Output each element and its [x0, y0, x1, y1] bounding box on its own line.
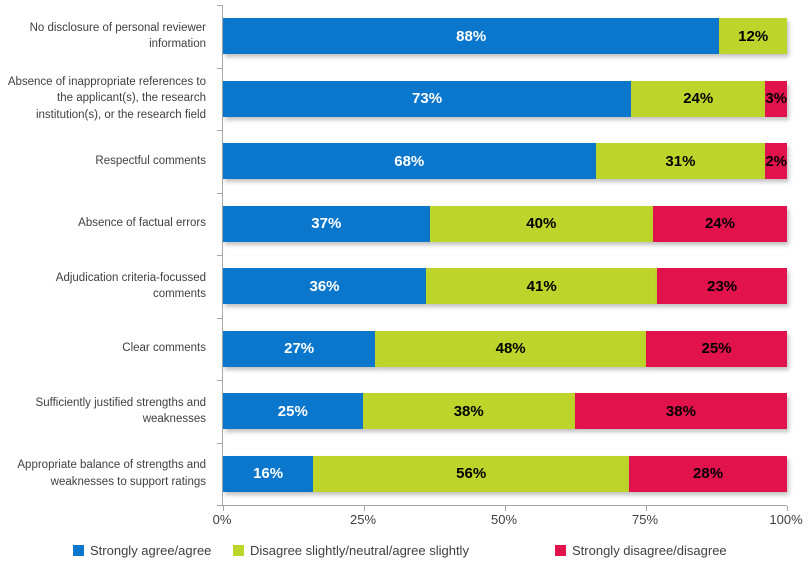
bar-segment-value: 25%	[277, 402, 308, 420]
category-label: Appropriate balance of strengths and wea…	[17, 459, 206, 488]
category-axis-labels: No disclosure of personal reviewer infor…	[0, 5, 214, 505]
legend-label: Disagree slightly/neutral/agree slightly	[250, 543, 469, 558]
y-axis-tick	[217, 317, 222, 319]
y-axis-tick	[217, 5, 222, 6]
bar-segment-value: 41%	[526, 277, 557, 295]
bar-segment-value: 25%	[701, 340, 732, 357]
x-axis-tick-label: 50%	[490, 512, 518, 527]
bar-row: 27% 48% 25%	[223, 330, 787, 367]
bar-segment: 36%	[223, 268, 427, 304]
y-axis-tick	[217, 442, 222, 444]
category-label: Adjudication criteria-focussed comments	[55, 271, 206, 301]
bar-segment-value: 24%	[683, 90, 714, 107]
bar-segment: 68%	[223, 143, 596, 179]
bar-segment: 28%	[629, 455, 787, 492]
bar-segment: 16%	[223, 455, 314, 492]
x-axis-labels: 0% 25% 50% 75% 100%	[213, 512, 803, 530]
bar-segment: 12%	[719, 18, 787, 54]
y-axis-tick	[217, 380, 222, 381]
category-label: Sufficiently justified strengths and wea…	[35, 396, 206, 426]
bar-row: 68% 31% 2%	[223, 143, 787, 179]
bar-segment-value: 3%	[765, 90, 787, 107]
bar-segment: 23%	[657, 268, 787, 304]
chart-legend: Strongly agree/agree Disagree slightly/ne…	[0, 543, 809, 563]
legend-label: Strongly agree/agree	[90, 543, 212, 558]
category-label: Respectful comments	[95, 154, 206, 167]
category-label: No disclosure of personal reviewer infor…	[29, 21, 206, 51]
bar-segment-value: 28%	[693, 465, 724, 482]
bar-segment: 38%	[362, 393, 575, 429]
bar-row: 88% 12%	[223, 18, 787, 54]
bar-segment: 41%	[426, 268, 658, 304]
bar-segment-value: 38%	[453, 402, 484, 420]
legend-label: Strongly disagree/disagree	[572, 543, 727, 558]
category-label: Absence of factual errors	[78, 217, 206, 230]
legend-item: Disagree slightly/neutral/agree slightly	[233, 543, 469, 558]
bar-segment-value: 31%	[665, 152, 696, 170]
bar-row: 73% 24% 3%	[223, 80, 787, 117]
bar-segment-value: 88%	[456, 27, 487, 45]
bar-segment: 25%	[646, 330, 787, 367]
bar-row: 16% 56% 28%	[223, 455, 787, 492]
x-axis-tick-label: 100%	[769, 512, 803, 527]
y-axis-tick	[217, 67, 222, 69]
bar-segment-value: 23%	[707, 277, 738, 295]
legend-item: Strongly disagree/disagree	[555, 543, 727, 558]
bar-segment: 3%	[765, 80, 787, 117]
bar-segment: 37%	[223, 205, 430, 242]
x-axis-tick-label: 0%	[212, 512, 232, 527]
bar-segment-value: 36%	[309, 277, 340, 295]
bar-segment: 38%	[574, 393, 788, 429]
bar-segment-value: 2%	[765, 152, 787, 170]
bar-segment-value: 73%	[412, 90, 443, 107]
legend-swatch	[233, 545, 244, 556]
bar-segment: 56%	[313, 455, 630, 492]
bar-segment: 48%	[375, 330, 646, 367]
x-axis-tick	[505, 506, 506, 511]
bar-segment: 88%	[223, 18, 720, 54]
x-axis-tick-label: 25%	[349, 512, 377, 527]
category-label: Clear comments	[122, 342, 206, 355]
bar-segment-value: 16%	[253, 465, 284, 482]
bar-segment-value: 48%	[495, 340, 526, 357]
bar-segment-value: 27%	[284, 340, 315, 357]
bar-segment: 40%	[429, 205, 653, 242]
bar-segment: 2%	[765, 143, 787, 179]
legend-item: Strongly agree/agree	[73, 543, 211, 558]
x-axis-tick-label: 75%	[631, 512, 659, 527]
bar-segment: 25%	[223, 393, 363, 429]
bar-segment-value: 56%	[456, 465, 487, 482]
bar-segment: 24%	[631, 80, 766, 117]
legend-swatch	[73, 545, 84, 556]
bar-segment-value: 38%	[665, 402, 696, 420]
y-axis-tick	[217, 505, 222, 506]
bar-row: 36% 41% 23%	[223, 268, 787, 304]
bar-segment-value: 40%	[526, 215, 557, 232]
legend-swatch	[555, 545, 566, 556]
x-axis-tick	[787, 506, 788, 511]
bar-segment: 31%	[595, 143, 766, 179]
bar-segment-value: 68%	[394, 152, 425, 170]
bar-row: 37% 40% 24%	[223, 205, 787, 242]
bar-segment: 27%	[223, 330, 376, 367]
x-axis-tick	[223, 506, 224, 511]
plot-area: 88% 12% 73% 24% 3% 68% 31% 2% 37% 40% 24% 36% 41% 23%…	[217, 5, 788, 511]
bar-segment-value: 12%	[738, 27, 769, 45]
y-axis-tick	[217, 192, 222, 194]
y-axis-tick	[217, 130, 222, 131]
bar-segment: 24%	[652, 205, 787, 242]
x-axis-tick	[364, 506, 365, 511]
bar-segment-value: 24%	[704, 215, 735, 232]
bar-segment: 73%	[223, 80, 632, 117]
bar-row: 25% 38% 38%	[223, 393, 788, 429]
y-axis-tick	[217, 255, 222, 256]
bar-segment-value: 37%	[311, 215, 342, 232]
category-label: Absence of inappropriate references to t…	[7, 75, 206, 122]
x-axis-tick	[646, 506, 647, 511]
